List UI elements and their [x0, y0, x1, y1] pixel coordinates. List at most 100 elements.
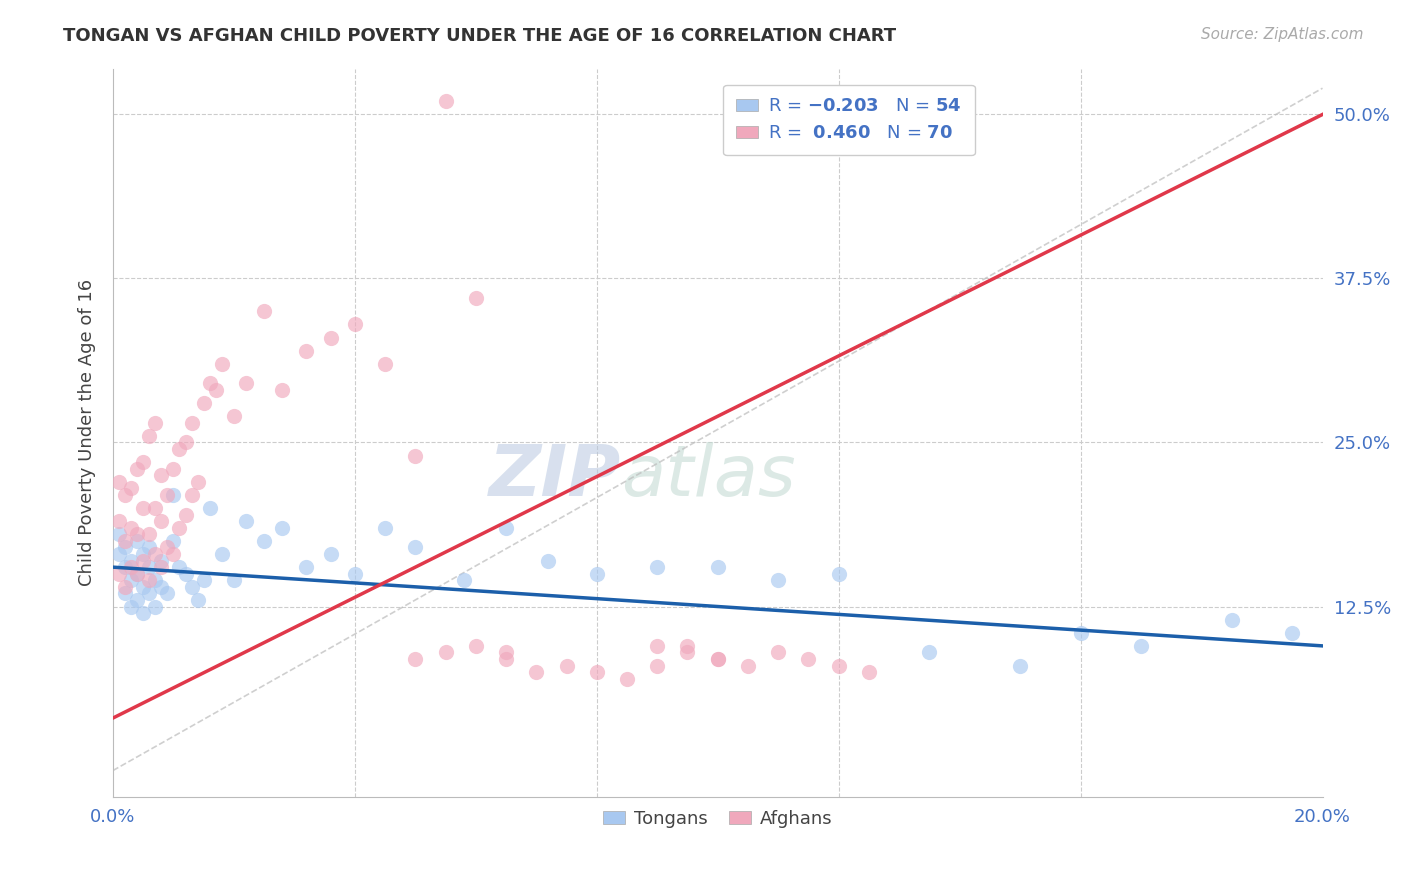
Point — [138, 429, 160, 443]
Point — [374, 357, 396, 371]
Point — [1070, 625, 1092, 640]
Point — [143, 547, 166, 561]
Point — [187, 475, 209, 489]
Point — [495, 652, 517, 666]
Point — [1220, 613, 1243, 627]
Point — [138, 560, 160, 574]
Point — [211, 547, 233, 561]
Point — [537, 553, 560, 567]
Point — [495, 645, 517, 659]
Text: Source: ZipAtlas.com: Source: ZipAtlas.com — [1201, 27, 1364, 42]
Point — [127, 533, 149, 548]
Point — [198, 376, 221, 391]
Point — [174, 566, 197, 581]
Point — [156, 541, 179, 555]
Point — [404, 541, 426, 555]
Point — [343, 566, 366, 581]
Point — [132, 580, 155, 594]
Point — [204, 383, 226, 397]
Point — [1010, 658, 1032, 673]
Point — [187, 593, 209, 607]
Point — [193, 396, 215, 410]
Point — [108, 514, 131, 528]
Point — [127, 527, 149, 541]
Point — [169, 521, 191, 535]
Point — [108, 475, 131, 489]
Point — [127, 566, 149, 581]
Point — [120, 574, 142, 588]
Text: atlas: atlas — [621, 442, 796, 511]
Point — [127, 461, 149, 475]
Point — [174, 435, 197, 450]
Point — [271, 521, 294, 535]
Point — [108, 547, 131, 561]
Point — [253, 533, 276, 548]
Point — [156, 488, 179, 502]
Point — [253, 304, 276, 318]
Point — [156, 586, 179, 600]
Point — [143, 574, 166, 588]
Point — [453, 574, 475, 588]
Point — [495, 521, 517, 535]
Point — [143, 416, 166, 430]
Point — [143, 599, 166, 614]
Point — [138, 541, 160, 555]
Point — [108, 527, 131, 541]
Point — [706, 560, 728, 574]
Point — [766, 645, 789, 659]
Point — [180, 416, 202, 430]
Point — [162, 533, 184, 548]
Point — [120, 521, 142, 535]
Point — [222, 574, 245, 588]
Point — [169, 442, 191, 456]
Point — [114, 580, 136, 594]
Point — [766, 574, 789, 588]
Point — [464, 639, 486, 653]
Point — [319, 547, 342, 561]
Point — [132, 606, 155, 620]
Point — [162, 547, 184, 561]
Point — [132, 501, 155, 516]
Point — [374, 521, 396, 535]
Point — [169, 560, 191, 574]
Point — [676, 639, 699, 653]
Point — [120, 560, 142, 574]
Point — [150, 553, 173, 567]
Point — [645, 560, 668, 574]
Point — [555, 658, 578, 673]
Point — [114, 541, 136, 555]
Point — [120, 482, 142, 496]
Point — [319, 330, 342, 344]
Point — [404, 449, 426, 463]
Point — [138, 586, 160, 600]
Point — [404, 652, 426, 666]
Point — [162, 461, 184, 475]
Point — [162, 488, 184, 502]
Point — [150, 580, 173, 594]
Point — [127, 593, 149, 607]
Point — [434, 645, 457, 659]
Point — [645, 658, 668, 673]
Legend: Tongans, Afghans: Tongans, Afghans — [596, 803, 839, 835]
Point — [271, 383, 294, 397]
Point — [180, 580, 202, 594]
Point — [464, 291, 486, 305]
Point — [193, 574, 215, 588]
Point — [1130, 639, 1153, 653]
Text: TONGAN VS AFGHAN CHILD POVERTY UNDER THE AGE OF 16 CORRELATION CHART: TONGAN VS AFGHAN CHILD POVERTY UNDER THE… — [63, 27, 897, 45]
Point — [918, 645, 941, 659]
Point — [524, 665, 547, 680]
Point — [235, 514, 257, 528]
Point — [132, 547, 155, 561]
Point — [797, 652, 820, 666]
Text: ZIP: ZIP — [489, 442, 621, 511]
Point — [198, 501, 221, 516]
Point — [676, 645, 699, 659]
Point — [150, 560, 173, 574]
Point — [585, 566, 607, 581]
Point — [1281, 625, 1303, 640]
Point — [737, 658, 759, 673]
Point — [132, 553, 155, 567]
Point — [114, 586, 136, 600]
Point — [150, 514, 173, 528]
